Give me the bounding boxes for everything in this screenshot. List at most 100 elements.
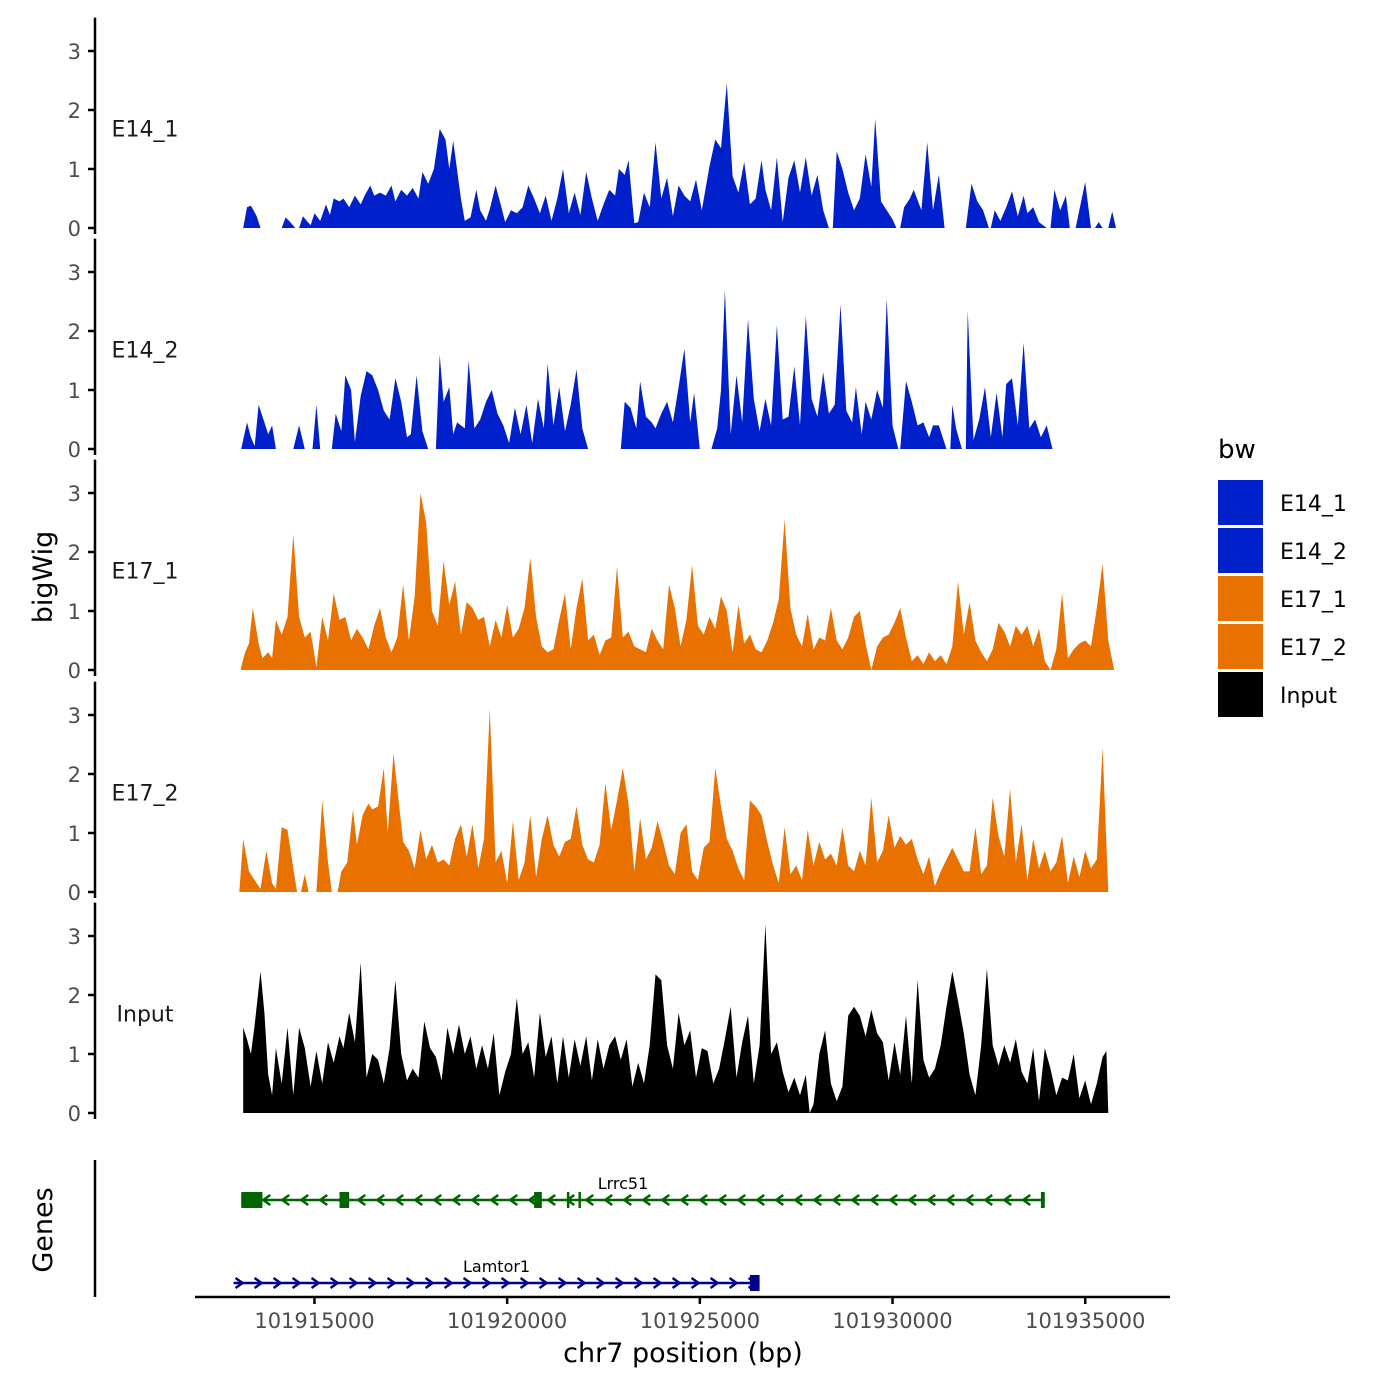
legend-swatch bbox=[1218, 480, 1263, 525]
gene-exon bbox=[339, 1192, 350, 1208]
strand-arrow-icon bbox=[527, 1193, 537, 1207]
gene-label: Lamtor1 bbox=[463, 1257, 530, 1276]
strand-arrow-icon bbox=[253, 1276, 264, 1290]
legend-label: E14_2 bbox=[1280, 540, 1347, 565]
strand-arrow-icon bbox=[812, 1193, 822, 1207]
track-E17_1: 0 1 2 3 E17_1 bbox=[68, 459, 1115, 683]
strand-arrow-icon bbox=[538, 1276, 549, 1290]
strand-arrow-icon bbox=[546, 1193, 556, 1207]
legend-swatch bbox=[1218, 528, 1263, 573]
y-tick-label: 1 bbox=[68, 379, 81, 403]
y-tick-label: 0 bbox=[68, 881, 81, 905]
gene-exon bbox=[241, 1192, 263, 1208]
strand-arrow-icon bbox=[736, 1193, 746, 1207]
track-label: E14_1 bbox=[112, 118, 179, 143]
strand-arrow-icon bbox=[793, 1193, 803, 1207]
track-Input: 0 1 2 3 Input bbox=[68, 902, 1109, 1126]
gene-exon bbox=[566, 1192, 570, 1208]
strand-arrow-icon bbox=[508, 1193, 518, 1207]
strand-arrow-icon bbox=[576, 1276, 587, 1290]
strand-arrow-icon bbox=[774, 1193, 784, 1207]
signal-area-E14_2 bbox=[241, 289, 1053, 449]
strand-arrow-icon bbox=[329, 1276, 340, 1290]
gene-exon bbox=[534, 1192, 542, 1208]
legend-entry-Input: Input bbox=[1218, 672, 1337, 717]
strand-arrow-icon bbox=[557, 1276, 568, 1290]
signal-area-E14_1 bbox=[243, 83, 1116, 229]
strand-arrow-icon bbox=[690, 1276, 701, 1290]
x-tick-label: 101925000 bbox=[640, 1309, 760, 1333]
y-tick-label: 3 bbox=[68, 925, 81, 949]
strand-arrow-icon bbox=[234, 1276, 245, 1290]
bigwig-tracks: 0 1 2 3 E14_1 0 1 2 3 E14_2 0 1 2 3 E17_1 0 1 2 3 E17_2 0 1 2 3… bbox=[68, 17, 1116, 1126]
strand-arrow-icon bbox=[470, 1193, 480, 1207]
strand-arrow-icon bbox=[831, 1193, 841, 1207]
gene-exon bbox=[578, 1192, 581, 1208]
strand-arrow-icon bbox=[432, 1193, 442, 1207]
y-tick-label: 3 bbox=[68, 482, 81, 506]
y-tick-label: 3 bbox=[68, 40, 81, 64]
strand-arrow-icon bbox=[367, 1276, 378, 1290]
strand-arrow-icon bbox=[386, 1276, 397, 1290]
track-E17_2: 0 1 2 3 E17_2 bbox=[68, 681, 1109, 905]
strand-arrow-icon bbox=[451, 1193, 461, 1207]
strand-arrow-icon bbox=[698, 1193, 708, 1207]
strand-arrow-icon bbox=[850, 1193, 860, 1207]
strand-arrow-icon bbox=[413, 1193, 423, 1207]
strand-arrow-icon bbox=[595, 1276, 606, 1290]
legend-swatch bbox=[1218, 624, 1263, 669]
y-tick-label: 3 bbox=[68, 261, 81, 285]
strand-arrow-icon bbox=[261, 1193, 271, 1207]
legend-label: E17_2 bbox=[1280, 636, 1347, 661]
track-E14_1: 0 1 2 3 E14_1 bbox=[68, 17, 1116, 241]
strand-arrow-icon bbox=[424, 1276, 435, 1290]
strand-arrow-icon bbox=[926, 1193, 936, 1207]
y-tick-label: 2 bbox=[68, 541, 81, 565]
strand-arrow-icon bbox=[1021, 1193, 1031, 1207]
strand-arrow-icon bbox=[964, 1193, 974, 1207]
strand-arrow-icon bbox=[394, 1193, 404, 1207]
strand-arrow-icon bbox=[603, 1193, 613, 1207]
strand-arrow-icon bbox=[728, 1276, 739, 1290]
strand-arrow-icon bbox=[519, 1276, 530, 1290]
y-tick-label: 0 bbox=[68, 659, 81, 683]
strand-arrow-icon bbox=[983, 1193, 993, 1207]
strand-arrow-icon bbox=[671, 1276, 682, 1290]
gene-Lamtor1: Lamtor1 bbox=[233, 1257, 760, 1291]
x-tick-label: 101915000 bbox=[254, 1309, 374, 1333]
y-tick-label: 0 bbox=[68, 1102, 81, 1126]
legend-swatch bbox=[1218, 672, 1263, 717]
legend-label: E17_1 bbox=[1280, 588, 1347, 613]
gene-exon bbox=[1040, 1192, 1045, 1208]
gene-label: Lrrc51 bbox=[598, 1174, 649, 1193]
strand-arrow-icon bbox=[584, 1193, 594, 1207]
gene-exon bbox=[749, 1275, 760, 1291]
strand-arrow-icon bbox=[310, 1276, 321, 1290]
legend-entry-E14_2: E14_2 bbox=[1218, 528, 1347, 573]
strand-arrow-icon bbox=[945, 1193, 955, 1207]
strand-arrow-icon bbox=[481, 1276, 492, 1290]
x-axis-label: chr7 position (bp) bbox=[563, 1338, 803, 1369]
strand-arrow-icon bbox=[622, 1193, 632, 1207]
y-tick-label: 0 bbox=[68, 217, 81, 241]
strand-arrow-icon bbox=[318, 1193, 328, 1207]
track-label: E17_1 bbox=[112, 560, 179, 585]
y-tick-label: 2 bbox=[68, 984, 81, 1008]
strand-arrow-icon bbox=[299, 1193, 309, 1207]
track-E14_2: 0 1 2 3 E14_2 bbox=[68, 238, 1053, 462]
y-tick-label: 1 bbox=[68, 822, 81, 846]
strand-arrow-icon bbox=[1002, 1193, 1012, 1207]
x-tick-label: 101935000 bbox=[1025, 1309, 1145, 1333]
y-tick-label: 2 bbox=[68, 320, 81, 344]
strand-arrow-icon bbox=[652, 1276, 663, 1290]
strand-arrow-icon bbox=[717, 1193, 727, 1207]
strand-arrow-icon bbox=[614, 1276, 625, 1290]
x-tick-label: 101920000 bbox=[447, 1309, 567, 1333]
legend-label: E14_1 bbox=[1280, 492, 1347, 517]
strand-arrow-icon bbox=[489, 1193, 499, 1207]
y-tick-label: 1 bbox=[68, 158, 81, 182]
strand-arrow-icon bbox=[869, 1193, 879, 1207]
legend: bw E14_1 E14_2 E17_1 E17_2 Input bbox=[1218, 435, 1347, 717]
strand-arrow-icon bbox=[272, 1276, 283, 1290]
strand-arrow-icon bbox=[405, 1276, 416, 1290]
